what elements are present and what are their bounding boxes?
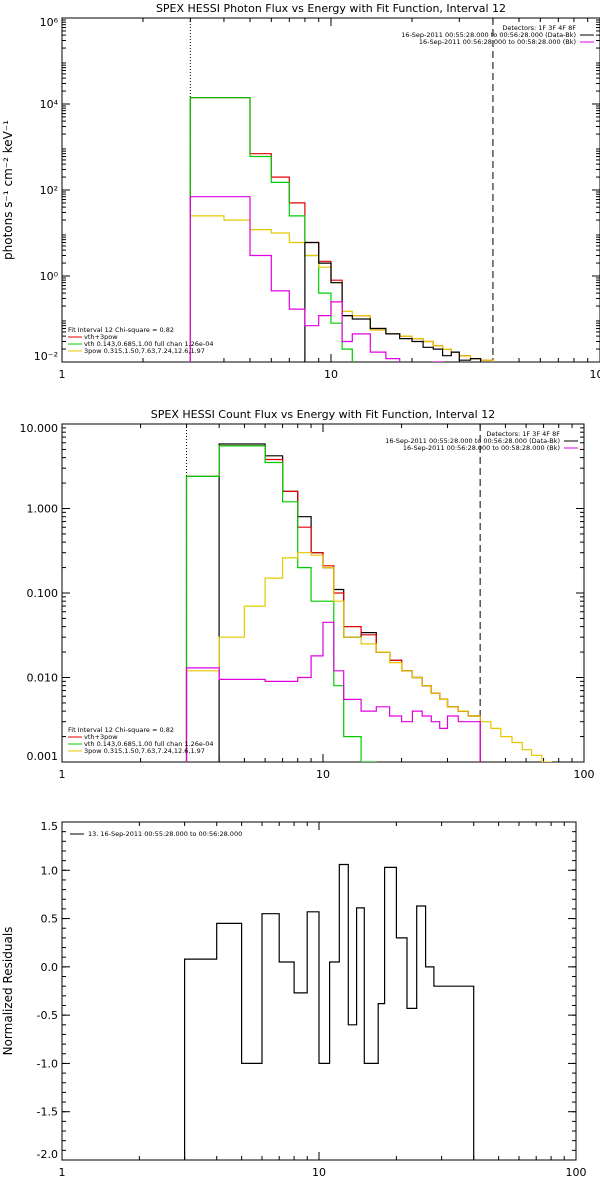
legend-topright-entry: Detectors: 1F 3F 4F 8F <box>486 430 560 438</box>
chart-title: SPEX HESSI Photon Flux vs Energy with Fi… <box>156 2 506 15</box>
data-layer <box>185 443 553 762</box>
series-line-vth <box>185 445 377 762</box>
x-tick-label: 10 <box>316 768 330 781</box>
legend-entry: vth 0.143,0.685,1.00 full chan 1.26e-04 <box>84 740 214 748</box>
x-tick-label: 100 <box>590 368 600 381</box>
legend-entry: 3pow 0.315,1.50,7.63,7.24,12.6,1.97 <box>84 747 205 755</box>
plot-frame <box>61 423 585 763</box>
legend-entry: Fit Interval 12 Chi-square = 0.82 <box>68 326 174 334</box>
chart-panel-3: 1 10 100 -2.0 -1.5 -1.0 -0.5 0.0 0.5 1.0 1.5 Normal… <box>1 820 587 1179</box>
y-tick-label: 0.5 <box>41 913 59 926</box>
y-tick-label: 10⁶ <box>40 16 59 29</box>
chart-title: SPEX HESSI Count Flux vs Energy with Fit… <box>151 408 495 421</box>
y-tick-label: 0.010 <box>27 672 59 685</box>
legend-topright-entry: 16-Sep-2011 00:55:28.000 to 00:56:28.000… <box>385 437 560 445</box>
legend-topright-entry: 16-Sep-2011 00:55:28.000 to 00:56:28.000… <box>401 31 576 39</box>
x-tick-label: 100 <box>566 1166 587 1179</box>
series-line-data-bk <box>218 443 481 762</box>
legend-entry: 13. 16-Sep-2011 00:55:28.000 to 00:56:28… <box>88 830 242 838</box>
legend-topright-entry: Detectors: 1F 3F 4F 8F <box>502 24 576 32</box>
y-tick-label: 0.100 <box>27 587 59 600</box>
chart-panel-1: SPEX HESSI Photon Flux vs Energy with Fi… <box>1 2 600 381</box>
x-tick-label: 100 <box>574 768 595 781</box>
y-tick-label: -1.5 <box>37 1106 58 1119</box>
series-line-3pow <box>189 215 494 362</box>
legend-entry: 3pow 0.315,1.50,7.63,7.24,12.6,1.97 <box>84 347 205 355</box>
x-tick-label: 1 <box>59 768 66 781</box>
y-axis-label: Normalized Residuals <box>1 927 15 1056</box>
y-tick-label: 10⁰ <box>40 270 59 283</box>
data-layer <box>189 97 494 362</box>
y-tick-label: 10.000 <box>20 422 59 435</box>
legend-topright-entry: 16-Sep-2011 00:56:28.000 to 00:58:28.000… <box>403 444 560 452</box>
x-tick-label: 1 <box>59 368 66 381</box>
legend-entry: vth+3pow <box>84 333 118 341</box>
x-tick-label: 1 <box>59 1166 66 1179</box>
y-tick-label: -1.0 <box>37 1057 58 1070</box>
series-line-vth <box>189 97 353 362</box>
series-line-data-bk <box>304 241 482 362</box>
x-tick-label: 10 <box>312 1166 326 1179</box>
y-tick-label: 10² <box>40 184 58 197</box>
y-tick-label: 10⁻² <box>34 350 58 363</box>
y-tick-label: 0.001 <box>27 750 59 763</box>
y-tick-label: 1.5 <box>41 820 59 833</box>
series-line-bk <box>185 621 481 762</box>
series-line-residuals <box>184 863 475 1160</box>
legend-entry: Fit Interval 12 Chi-square = 0.82 <box>68 726 174 734</box>
y-tick-label: 0.0 <box>41 961 59 974</box>
series-line-bk <box>189 196 444 362</box>
legend-entry: vth 0.143,0.685,1.00 full chan 1.26e-04 <box>84 340 214 348</box>
y-tick-label: -2.0 <box>37 1148 58 1161</box>
series-line-3pow <box>185 552 553 762</box>
y-tick-label: 1.000 <box>27 503 59 516</box>
chart-panel-2: SPEX HESSI Count Flux vs Energy with Fit… <box>20 408 595 781</box>
data-layer <box>184 863 475 1160</box>
y-tick-label: 1.0 <box>41 864 59 877</box>
y-tick-label: 10⁴ <box>40 98 59 111</box>
y-tick-label: -0.5 <box>37 1009 58 1022</box>
legend-entry: vth+3pow <box>84 733 118 741</box>
y-axis-label: photons s⁻¹ cm⁻² keV⁻¹ <box>1 120 15 260</box>
legend-topright-entry: 16-Sep-2011 00:56:28.000 to 00:58:28.000… <box>419 38 576 46</box>
x-tick-label: 10 <box>324 368 338 381</box>
